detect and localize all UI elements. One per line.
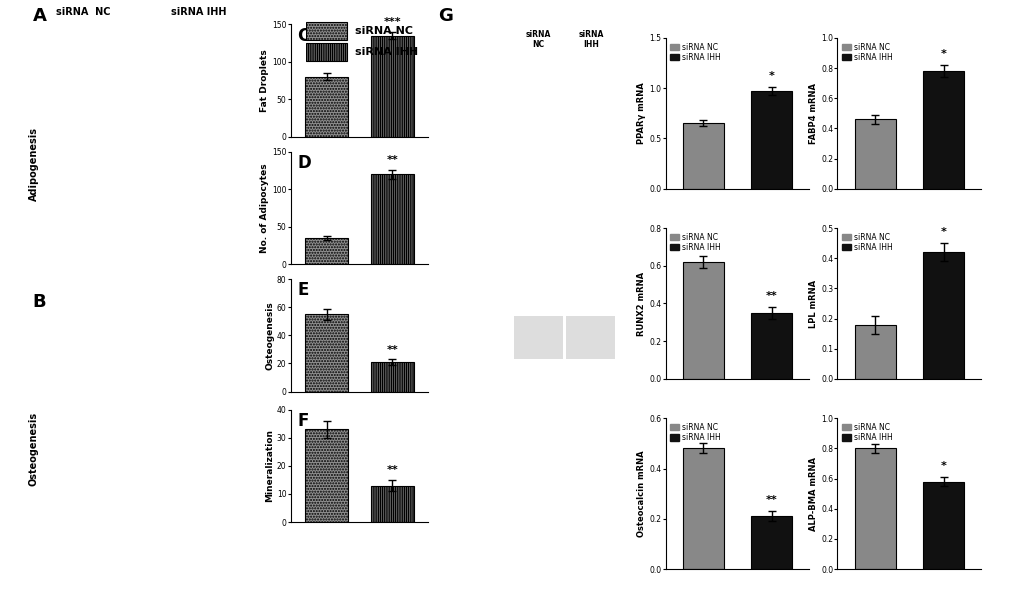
Text: *: * — [940, 49, 946, 59]
Bar — [682, 449, 723, 569]
Y-axis label: Mineralization: Mineralization — [265, 429, 274, 503]
Bar — [566, 171, 614, 213]
Text: E: E — [297, 282, 309, 299]
Bar — [854, 120, 895, 189]
Text: a: a — [45, 25, 51, 35]
Bar — [854, 325, 895, 379]
Text: RUNX2: RUNX2 — [478, 188, 507, 196]
Text: siRNA IHH: siRNA IHH — [355, 47, 418, 57]
Text: FABP4: FABP4 — [480, 479, 507, 488]
Bar — [566, 243, 614, 287]
Text: B: B — [33, 293, 46, 311]
Text: **: ** — [386, 345, 397, 354]
Y-axis label: ALP-BMA mRNA: ALP-BMA mRNA — [808, 456, 817, 531]
Legend: siRNA NC, siRNA IHH: siRNA NC, siRNA IHH — [841, 42, 893, 63]
Bar — [371, 174, 414, 264]
Y-axis label: PPARγ mRNA: PPARγ mRNA — [637, 83, 646, 144]
Bar — [750, 91, 792, 189]
Y-axis label: Fat Droplets: Fat Droplets — [260, 49, 269, 112]
Bar — [566, 316, 614, 359]
Text: Osteogenesis: Osteogenesis — [29, 412, 39, 486]
Bar — [371, 486, 414, 522]
Text: **: ** — [386, 155, 397, 165]
Text: siRNA  NC: siRNA NC — [56, 7, 111, 17]
Text: PPARγ: PPARγ — [480, 333, 507, 342]
Legend: siRNA NC, siRNA IHH: siRNA NC, siRNA IHH — [668, 232, 721, 253]
Text: Osteocalcin: Osteocalcin — [457, 114, 507, 123]
Text: **: ** — [765, 291, 776, 301]
Text: siRNA
NC: siRNA NC — [525, 30, 550, 49]
Text: *: * — [940, 461, 946, 471]
Bar — [682, 123, 723, 189]
Bar — [682, 262, 723, 379]
Y-axis label: No. of Adipocytes: No. of Adipocytes — [260, 163, 269, 253]
Bar — [306, 22, 346, 40]
Bar — [371, 362, 414, 392]
Legend: siRNA NC, siRNA IHH: siRNA NC, siRNA IHH — [668, 422, 721, 443]
Text: C: C — [297, 27, 309, 44]
Text: *: * — [940, 227, 946, 237]
Text: ALP-BMA: ALP-BMA — [469, 260, 507, 270]
Bar — [922, 481, 963, 569]
Y-axis label: FABP4 mRNA: FABP4 mRNA — [808, 83, 817, 144]
Legend: siRNA NC, siRNA IHH: siRNA NC, siRNA IHH — [668, 42, 721, 63]
Bar — [566, 535, 614, 578]
Bar — [513, 535, 562, 578]
Text: G: G — [438, 7, 453, 25]
Bar — [566, 389, 614, 432]
Bar — [305, 76, 347, 137]
Bar — [750, 313, 792, 379]
Text: siRNA IHH: siRNA IHH — [171, 7, 226, 17]
Text: A: A — [33, 7, 47, 25]
Text: b: b — [45, 450, 52, 460]
Text: b: b — [45, 159, 52, 169]
Text: Adipogenesis: Adipogenesis — [29, 127, 39, 201]
Bar — [371, 35, 414, 137]
Bar — [513, 389, 562, 432]
Text: *: * — [768, 71, 773, 81]
Text: **: ** — [765, 495, 776, 505]
Bar — [566, 462, 614, 505]
Y-axis label: LPL mRNA: LPL mRNA — [808, 279, 817, 328]
Bar — [305, 314, 347, 392]
Bar — [566, 97, 614, 140]
Bar — [513, 171, 562, 213]
Bar — [750, 517, 792, 569]
Bar — [305, 429, 347, 522]
Bar — [922, 71, 963, 189]
Text: GAPDH: GAPDH — [477, 552, 507, 561]
Bar — [306, 43, 346, 61]
Y-axis label: Osteogenesis: Osteogenesis — [265, 301, 274, 370]
Bar — [305, 238, 347, 264]
Text: siRNA
IHH: siRNA IHH — [578, 30, 603, 49]
Bar — [513, 462, 562, 505]
Text: D: D — [297, 154, 311, 172]
Bar — [922, 253, 963, 379]
Text: a: a — [45, 314, 51, 324]
Bar — [854, 449, 895, 569]
Y-axis label: RUNX2 mRNA: RUNX2 mRNA — [637, 271, 646, 336]
Text: siRNA NC: siRNA NC — [355, 26, 413, 36]
Bar — [513, 97, 562, 140]
Legend: siRNA NC, siRNA IHH: siRNA NC, siRNA IHH — [841, 232, 893, 253]
Bar — [513, 316, 562, 359]
Y-axis label: Osteocalcin mRNA: Osteocalcin mRNA — [637, 450, 646, 537]
Legend: siRNA NC, siRNA IHH: siRNA NC, siRNA IHH — [841, 422, 893, 443]
Text: ***: *** — [383, 17, 400, 27]
Text: **: ** — [386, 466, 397, 475]
Text: F: F — [297, 412, 309, 430]
Text: LPL: LPL — [492, 406, 507, 415]
Bar — [513, 243, 562, 287]
